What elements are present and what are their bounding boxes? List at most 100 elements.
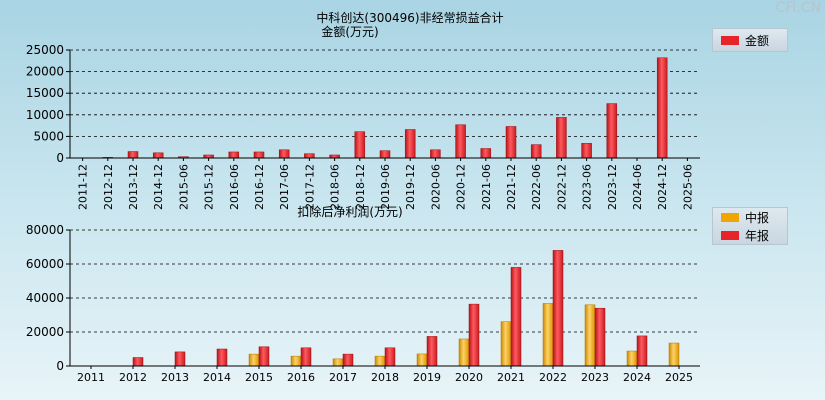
y-tick-label: 25000 bbox=[26, 43, 64, 57]
bar bbox=[278, 149, 290, 159]
x-tick-label: 2013 bbox=[161, 371, 189, 384]
bar bbox=[510, 267, 522, 367]
x-tick-label: 2023-12 bbox=[606, 164, 619, 210]
bar bbox=[374, 355, 386, 367]
legend-label-annual: 年报 bbox=[745, 228, 770, 243]
legend-label-amount: 金额 bbox=[745, 33, 770, 48]
bar bbox=[430, 149, 441, 159]
chart2-y-tick-labels: 0 20000 40000 60000 80000 bbox=[26, 223, 64, 373]
x-tick-label: 2018-12 bbox=[354, 164, 367, 210]
x-tick-label: 2015-12 bbox=[203, 164, 216, 210]
bar bbox=[594, 307, 606, 367]
x-tick-label: 2024-12 bbox=[656, 164, 669, 210]
watermark: CFi.CN bbox=[775, 0, 821, 16]
bar bbox=[668, 342, 680, 367]
bar bbox=[480, 148, 492, 159]
bar bbox=[132, 357, 144, 367]
legend-swatch-annual bbox=[721, 230, 739, 240]
bar bbox=[152, 152, 164, 159]
bar bbox=[581, 143, 592, 159]
x-tick-label: 2019-06 bbox=[379, 164, 392, 210]
y-tick-label: 15000 bbox=[26, 86, 64, 100]
chart2-title: 扣除后净利润(万元) bbox=[297, 204, 402, 219]
bar bbox=[248, 353, 260, 367]
bar bbox=[416, 353, 428, 367]
x-tick-label: 2016 bbox=[287, 371, 315, 384]
bar bbox=[404, 129, 416, 159]
x-tick-label: 2015 bbox=[245, 371, 273, 384]
y-tick-label: 10000 bbox=[26, 108, 64, 122]
x-tick-label: 2012 bbox=[119, 371, 147, 384]
x-tick-label: 2022 bbox=[539, 371, 567, 384]
bar bbox=[253, 151, 265, 159]
bar bbox=[556, 117, 567, 159]
y-tick-label: 5000 bbox=[33, 129, 64, 143]
chart1-title: 中科创达(300496)非经常损益合计 bbox=[316, 10, 503, 25]
x-tick-label: 2025-06 bbox=[681, 164, 694, 210]
bar bbox=[300, 347, 312, 367]
bar bbox=[552, 250, 564, 367]
bar bbox=[384, 347, 396, 367]
bar bbox=[304, 153, 315, 159]
y-tick-label: 40000 bbox=[26, 291, 64, 305]
chart1-bars bbox=[102, 57, 668, 159]
bar bbox=[342, 353, 354, 367]
x-tick-label: 2019-12 bbox=[404, 164, 417, 210]
bar bbox=[500, 321, 512, 367]
bar bbox=[290, 355, 302, 367]
x-tick-label: 2016-06 bbox=[228, 164, 241, 210]
x-tick-label: 2014 bbox=[203, 371, 231, 384]
bar bbox=[636, 335, 648, 367]
bar bbox=[584, 304, 596, 367]
bar bbox=[542, 303, 554, 367]
x-tick-label: 2011-12 bbox=[77, 164, 90, 210]
y-tick-label: 80000 bbox=[26, 223, 64, 237]
chart2-bars bbox=[132, 250, 680, 367]
bar bbox=[455, 124, 466, 159]
x-tick-label: 2018 bbox=[371, 371, 399, 384]
x-tick-label: 2023-06 bbox=[581, 164, 594, 210]
bar bbox=[379, 150, 391, 159]
y-tick-label: 0 bbox=[56, 359, 64, 373]
y-tick-label: 0 bbox=[56, 151, 64, 165]
x-tick-label: 2025 bbox=[665, 371, 693, 384]
y-tick-label: 20000 bbox=[26, 325, 64, 339]
chart1-gridlines bbox=[66, 49, 700, 161]
x-tick-label: 2020-06 bbox=[429, 164, 442, 210]
bar bbox=[505, 126, 517, 159]
x-tick-label: 2023 bbox=[581, 371, 609, 384]
x-tick-label: 2014-12 bbox=[152, 164, 165, 210]
x-tick-label: 2024 bbox=[623, 371, 651, 384]
x-tick-label: 2015-06 bbox=[177, 164, 190, 210]
bar bbox=[332, 358, 344, 367]
x-tick-label: 2021-06 bbox=[480, 164, 493, 210]
chart1-x-tick-labels: 2011-12 2012-12 2013-12 2014-12 2015-06 2015-… bbox=[77, 164, 695, 210]
legend-label-interim: 中报 bbox=[745, 210, 770, 225]
bar bbox=[530, 144, 542, 159]
bar bbox=[458, 338, 470, 367]
bar bbox=[127, 151, 139, 159]
chart2-x-tick-labels: 2011 2012 2013 2014 2015 2016 2017 2018 2019 2020… bbox=[77, 371, 693, 384]
x-tick-label: 2020 bbox=[455, 371, 483, 384]
bar bbox=[228, 151, 240, 159]
y-tick-label: 20000 bbox=[26, 65, 64, 79]
bar bbox=[606, 103, 618, 159]
bar bbox=[174, 351, 186, 367]
chart1-subtitle: 金额(万元) bbox=[321, 24, 378, 39]
x-tick-label: 2017-06 bbox=[278, 164, 291, 210]
x-tick-label: 2012-12 bbox=[102, 164, 115, 210]
chart1-y-tick-labels: 0 5000 10000 15000 20000 25000 bbox=[26, 43, 64, 165]
x-tick-label: 2013-12 bbox=[127, 164, 140, 210]
bar bbox=[656, 57, 668, 159]
x-tick-label: 2016-12 bbox=[253, 164, 266, 210]
bar bbox=[354, 131, 366, 159]
chart1-legend: 金额 bbox=[712, 28, 788, 52]
y-tick-label: 60000 bbox=[26, 257, 64, 271]
x-tick-label: 2024-06 bbox=[631, 164, 644, 210]
x-tick-label: 2019 bbox=[413, 371, 441, 384]
bar bbox=[216, 348, 228, 367]
x-tick-label: 2022-06 bbox=[530, 164, 543, 210]
x-tick-label: 2021 bbox=[497, 371, 525, 384]
x-tick-label: 2011 bbox=[77, 371, 105, 384]
